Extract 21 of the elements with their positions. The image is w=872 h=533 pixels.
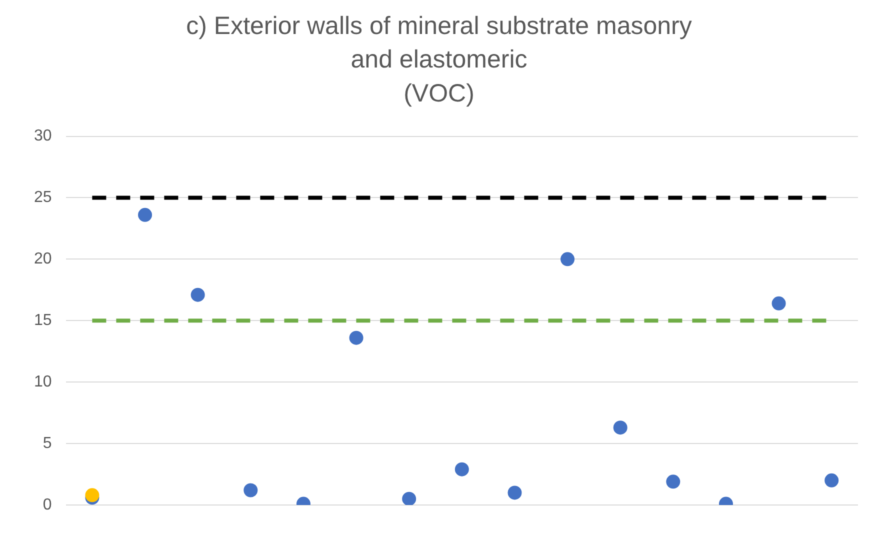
y-tick-label: 30 [34,128,52,145]
point [508,486,522,500]
point [560,252,575,266]
point [454,462,469,476]
point [613,420,628,435]
point [824,473,839,488]
y-tick-label: 10 [34,373,52,390]
y-tick-label: 0 [42,496,52,514]
point [85,488,100,502]
point [666,474,680,489]
y-tick-label: 5 [42,434,52,452]
point [402,492,416,505]
point [190,288,205,302]
point [138,208,152,222]
point [244,483,258,498]
y-tick-label: 20 [34,250,52,268]
y-tick-label: 15 [34,312,52,330]
y-tick-label: 25 [34,189,52,206]
point [772,296,786,310]
chart-title: c) Exterior walls of mineral substrate masonry and elastomeric (VOC) [186,12,692,108]
point [349,330,364,345]
